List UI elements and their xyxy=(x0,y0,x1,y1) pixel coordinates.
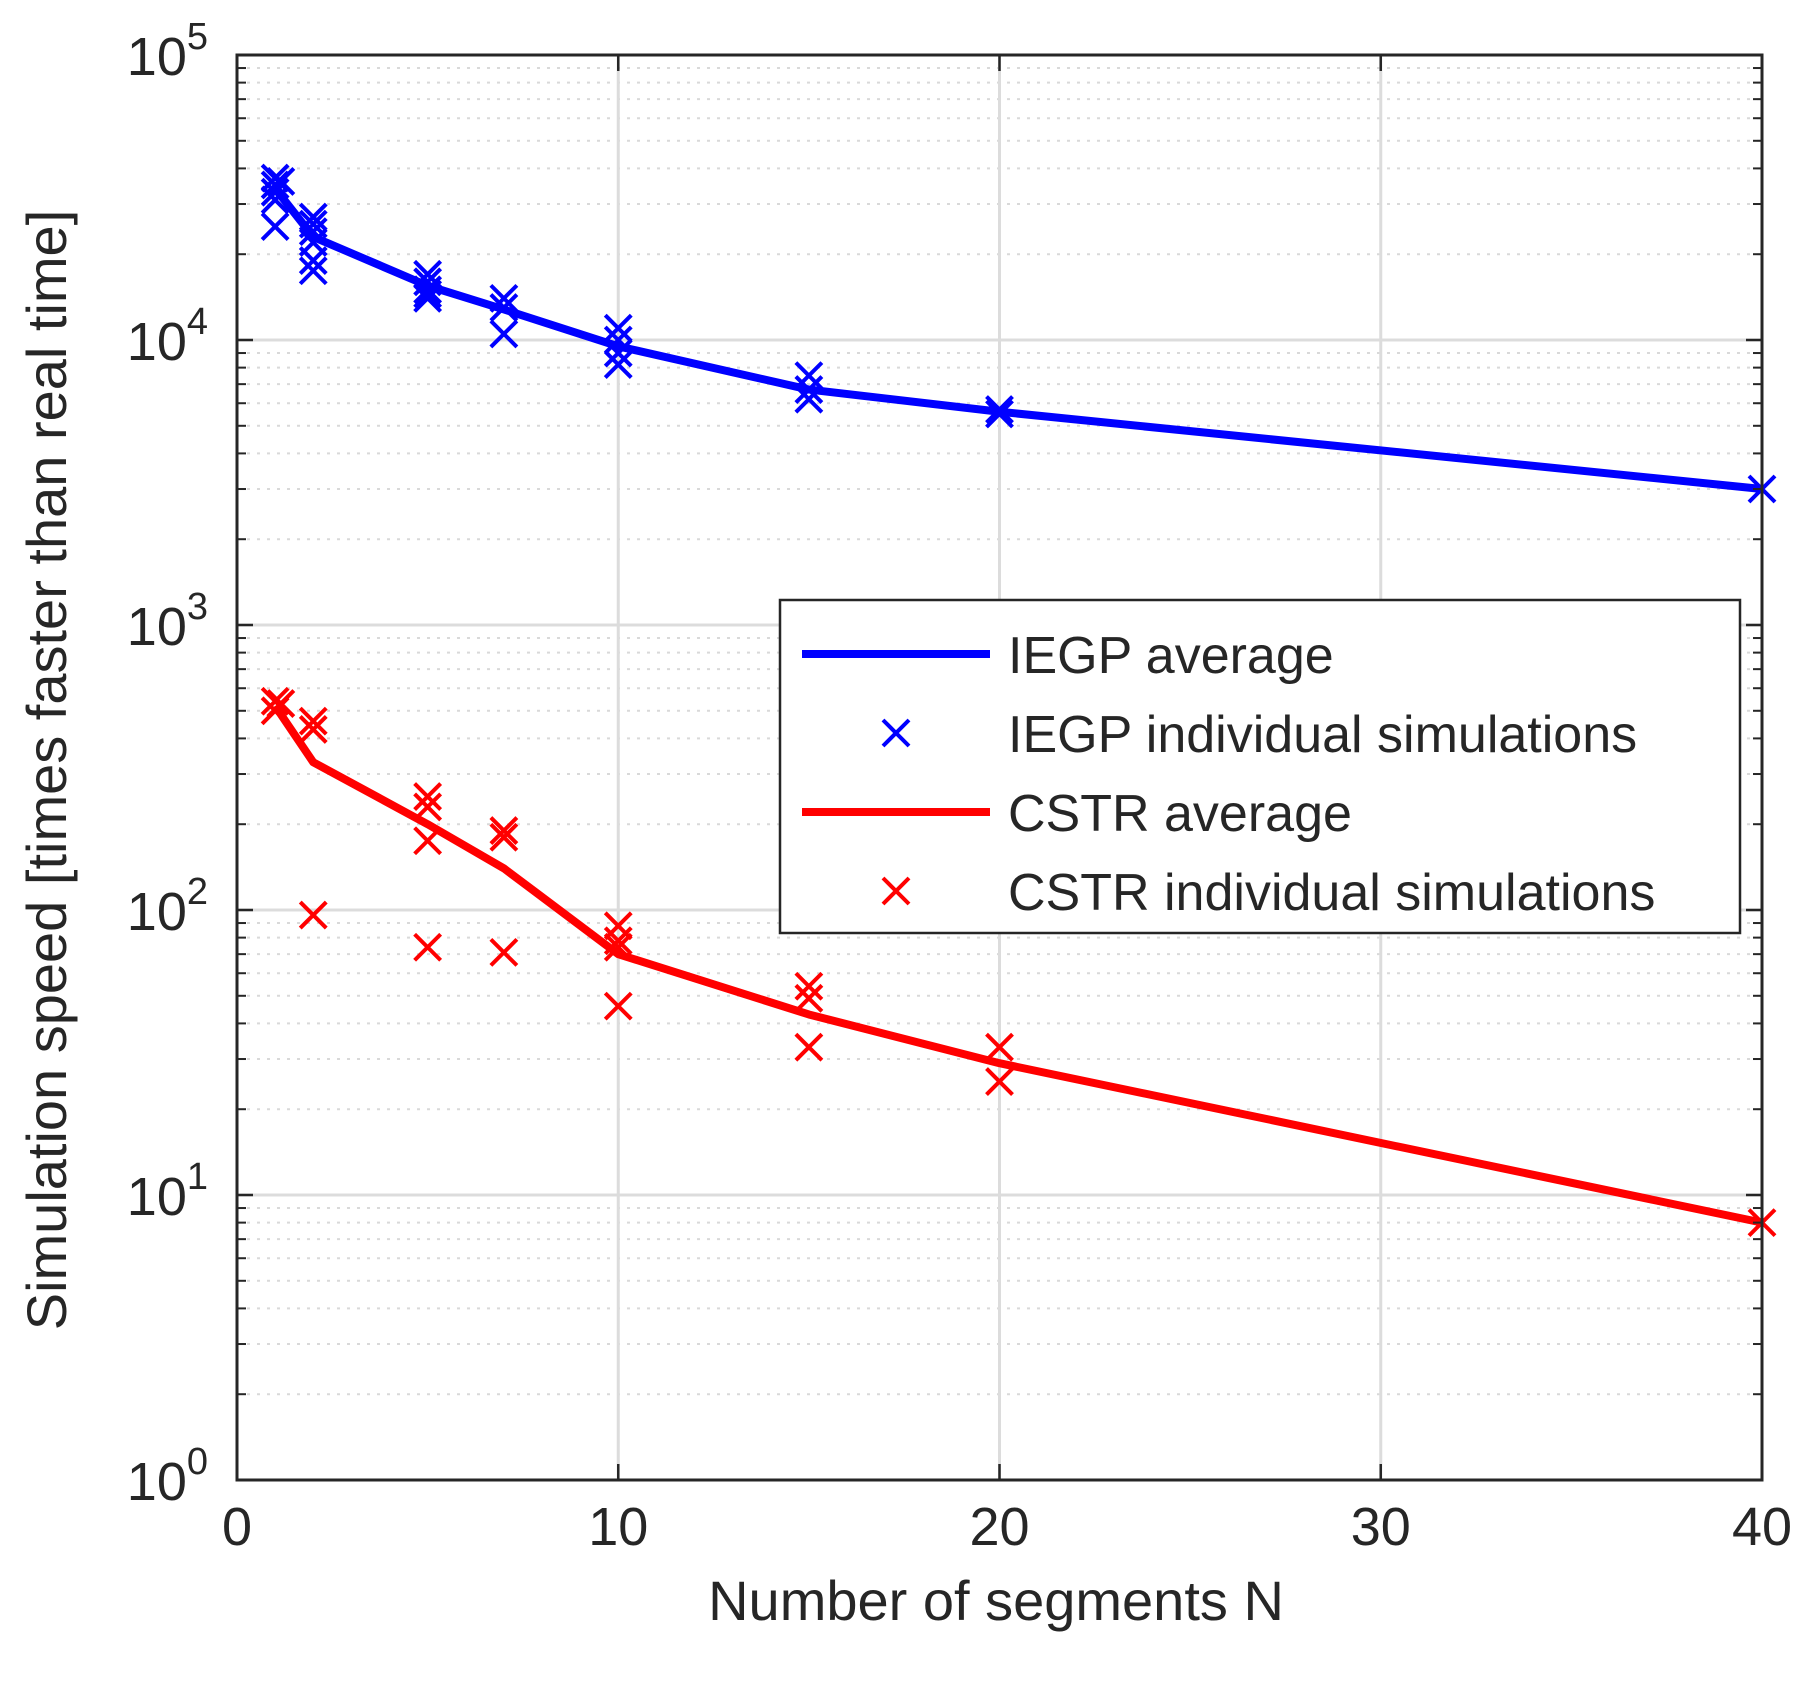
cstr-individual-simulations-point xyxy=(489,816,519,845)
cstr-individual-simulations-point xyxy=(985,1067,1014,1097)
iegp-individual-simulations-point xyxy=(266,167,296,196)
iegp-individual-simulations-point xyxy=(489,319,519,349)
plot-frame xyxy=(235,53,1764,1482)
iegp-individual-simulations-point xyxy=(794,375,824,404)
cstr-individual-simulations-point xyxy=(794,1032,824,1062)
legend-label-cstr-average: CSTR average xyxy=(1008,785,1352,843)
y-tick-base: 10 xyxy=(127,597,187,657)
cstr-individual-simulations-point xyxy=(794,983,824,1013)
legend-label-iegp-individual-simulations: IEGP individual simulations xyxy=(1008,706,1637,764)
y-tick-label: 105 xyxy=(127,16,208,87)
x-tick-label: 0 xyxy=(222,1497,252,1557)
y-tick-label: 104 xyxy=(127,301,208,372)
cstr-individual-simulations-point xyxy=(298,715,328,744)
iegp-individual-simulations-point xyxy=(603,338,633,368)
y-axis-label: Simulation speed [times faster than real… xyxy=(15,210,78,1331)
y-tick-base: 10 xyxy=(127,882,187,942)
y-tick-exponent: 2 xyxy=(187,871,208,913)
cstr-individual-simulations-point xyxy=(298,900,328,930)
y-tick-base: 10 xyxy=(127,1167,187,1227)
cstr-individual-simulations-point xyxy=(413,826,443,856)
iegp-individual-simulations-point xyxy=(413,283,443,313)
y-tick-exponent: 4 xyxy=(187,301,208,343)
y-tick-exponent: 5 xyxy=(187,16,208,58)
legend-swatch-iegp-individual-simulations xyxy=(881,718,911,748)
cstr-average-line xyxy=(271,703,1763,1227)
x-tick-label: 30 xyxy=(1351,1497,1411,1557)
cstr-individual-simulations-point xyxy=(489,937,519,967)
cstr-individual-simulations-point xyxy=(603,926,633,956)
iegp-individual-simulations-point xyxy=(603,313,633,343)
y-tick-label: 102 xyxy=(127,871,208,942)
y-tick-label: 100 xyxy=(127,1441,208,1512)
cstr-individual-simulations-point xyxy=(489,822,519,852)
cstr-individual-simulations-point xyxy=(260,686,290,716)
iegp-individual-simulations-point xyxy=(794,384,824,414)
legend: IEGP average IEGP individual simulations C… xyxy=(778,598,1742,935)
cstr-individual-simulations-point xyxy=(794,971,824,1001)
y-tick-exponent: 3 xyxy=(187,586,208,628)
iegp-individual-simulations-point xyxy=(489,283,519,313)
iegp-individual-simulations-point xyxy=(603,350,633,379)
iegp-individual-simulations-point xyxy=(985,399,1014,429)
legend-label-iegp-average: IEGP average xyxy=(1008,627,1334,685)
iegp-individual-simulations-point xyxy=(260,212,290,242)
cstr-individual-simulations-point xyxy=(603,932,633,962)
iegp-individual-simulations-point xyxy=(413,275,443,305)
iegp-individual-simulations-point xyxy=(413,279,443,309)
axes-layer xyxy=(235,53,1764,1482)
iegp-individual-simulations-point xyxy=(603,325,633,355)
y-tick-base: 10 xyxy=(127,312,187,372)
y-tick-exponent: 1 xyxy=(187,1156,208,1198)
iegp-individual-simulations-point xyxy=(489,293,519,322)
y-tick-base: 10 xyxy=(127,27,187,87)
y-tick-exponent: 0 xyxy=(187,1441,208,1483)
iegp-individual-simulations-point xyxy=(298,256,328,286)
legend-swatch-cstr-individual-simulations xyxy=(881,876,911,906)
iegp-average-line xyxy=(271,186,1763,494)
legend-label-cstr-individual-simulations: CSTR individual simulations xyxy=(1008,864,1655,922)
cstr-individual-simulations-point xyxy=(413,792,443,822)
x-axis-label: Number of segments N xyxy=(708,1569,1284,1632)
cstr-individual-simulations-point xyxy=(985,1032,1014,1062)
iegp-individual-simulations-point xyxy=(794,361,824,391)
y-tick-label: 103 xyxy=(127,586,208,657)
y-tick-base: 10 xyxy=(127,1452,187,1512)
x-tick-label: 20 xyxy=(969,1497,1029,1557)
iegp-individual-simulations-point xyxy=(260,185,290,215)
cstr-individual-simulations-point xyxy=(298,706,328,736)
iegp-individual-simulations-point xyxy=(985,395,1014,424)
iegp-individual-simulations-point xyxy=(298,217,328,247)
y-tick-label: 101 xyxy=(127,1156,208,1227)
cstr-individual-simulations-point xyxy=(413,932,443,962)
cstr-individual-simulations-point xyxy=(603,991,633,1021)
cstr-individual-simulations-point xyxy=(413,782,443,812)
x-tick-label: 40 xyxy=(1732,1497,1792,1557)
series-layer xyxy=(260,163,1777,1238)
cstr-individual-simulations-point xyxy=(266,689,296,718)
x-tick-label: 10 xyxy=(588,1497,648,1557)
iegp-individual-simulations-point xyxy=(298,246,328,275)
